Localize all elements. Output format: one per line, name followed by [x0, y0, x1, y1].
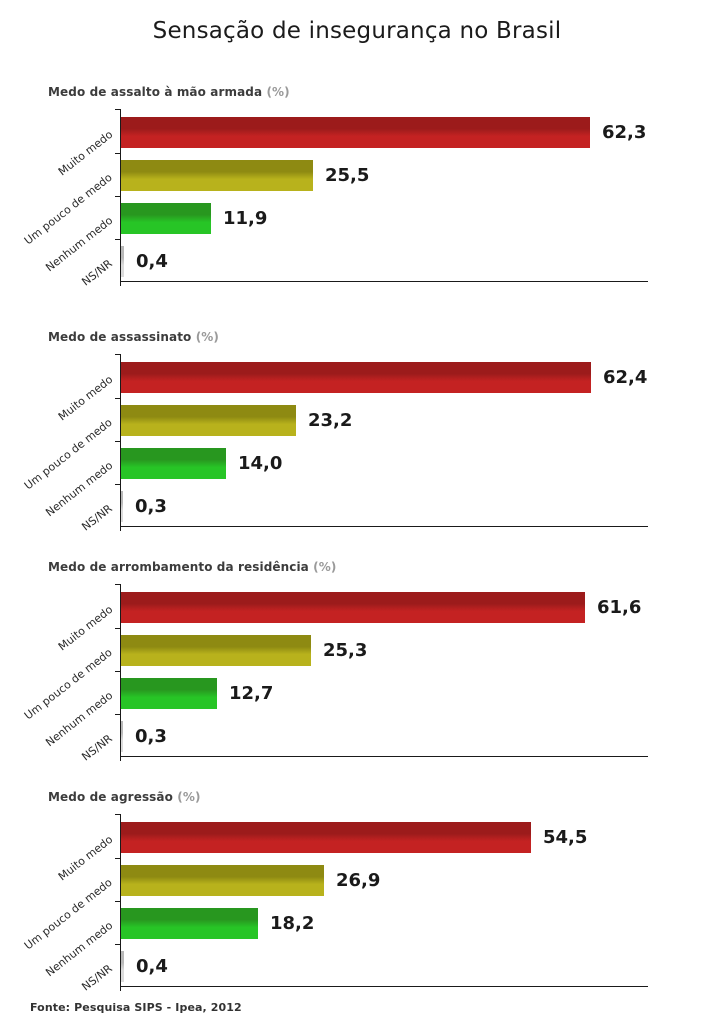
y-axis-tick [115, 858, 121, 859]
value-label: 25,3 [323, 640, 368, 661]
category-label: NS/NR [79, 256, 116, 289]
value-label: 26,9 [336, 870, 381, 891]
value-label: 11,9 [223, 208, 268, 229]
bar-um-pouco-de-medo [121, 405, 296, 436]
chart-title-text: Medo de arrombamento da residência [48, 560, 309, 574]
bar-nenhum-medo [121, 203, 211, 234]
value-label: 12,7 [229, 683, 274, 704]
plot-area: 62,3 Muito medo 25,5 Um pouco de medo 11,9 Ne… [22, 109, 648, 288]
category-label: Um pouco de medo [22, 875, 116, 952]
y-axis-tick [115, 584, 121, 585]
value-label: 14,0 [238, 453, 283, 474]
value-label: 62,4 [603, 367, 648, 388]
chart-title-unit: (%) [266, 85, 290, 99]
value-label: 18,2 [270, 913, 315, 934]
plot-area: 61,6 Muito medo 25,3 Um pouco de medo 12,7 Ne… [22, 584, 648, 763]
bar-muito-medo [121, 362, 591, 393]
category-label: Um pouco de medo [22, 645, 116, 722]
plot-area: 62,4 Muito medo 23,2 Um pouco de medo 14,0 Ne… [22, 354, 648, 533]
y-axis-tick [115, 671, 121, 672]
value-label: 0,4 [136, 251, 168, 272]
y-axis-tick [115, 814, 121, 815]
bar-nenhum-medo [121, 448, 226, 479]
value-label: 0,4 [136, 956, 168, 977]
chart-title-text: Medo de assassinato [48, 330, 192, 344]
bar-ns-nr [121, 246, 124, 277]
bar-ns-nr [121, 721, 123, 752]
value-label: 61,6 [597, 597, 642, 618]
chart-title: Medo de assassinato (%) [48, 330, 678, 344]
chart-title-unit: (%) [177, 790, 201, 804]
y-axis-tick [115, 354, 121, 355]
category-label: NS/NR [79, 961, 116, 994]
bar-muito-medo [121, 822, 531, 853]
bar-ns-nr [121, 491, 123, 522]
value-label: 0,3 [135, 726, 167, 747]
bar-muito-medo [121, 592, 585, 623]
y-axis-tick [115, 901, 121, 902]
y-axis-tick [115, 441, 121, 442]
chart-title: Medo de agressão (%) [48, 790, 678, 804]
value-label: 23,2 [308, 410, 353, 431]
page-title: Sensação de insegurança no Brasil [152, 18, 562, 44]
y-axis-tick [115, 628, 121, 629]
chart-title-text: Medo de assalto à mão armada [48, 85, 263, 99]
bar-um-pouco-de-medo [121, 160, 313, 191]
bar-chart-1: Medo de assalto à mão armada (%) 62,3 Muit… [22, 85, 678, 288]
y-axis-tick [115, 196, 121, 197]
bar-um-pouco-de-medo [121, 865, 324, 896]
bar-ns-nr [121, 951, 124, 982]
y-axis-tick [115, 398, 121, 399]
chart-title-unit: (%) [195, 330, 219, 344]
bar-nenhum-medo [121, 678, 217, 709]
value-label: 54,5 [543, 827, 588, 848]
chart-title-unit: (%) [313, 560, 337, 574]
y-axis-tick [115, 153, 121, 154]
bar-muito-medo [121, 117, 590, 148]
category-label: NS/NR [79, 501, 116, 534]
y-axis-tick [115, 944, 121, 945]
y-axis-tick [115, 484, 121, 485]
plot-area: 54,5 Muito medo 26,9 Um pouco de medo 18,2 Ne… [22, 814, 648, 993]
chart-title: Medo de assalto à mão armada (%) [48, 85, 678, 99]
y-axis-tick [115, 239, 121, 240]
bar-nenhum-medo [121, 908, 258, 939]
source-note: Fonte: Pesquisa SIPS - Ipea, 2012 [30, 1001, 242, 1014]
bar-um-pouco-de-medo [121, 635, 311, 666]
value-label: 25,5 [325, 165, 370, 186]
value-label: 0,3 [135, 496, 167, 517]
y-axis-tick [115, 714, 121, 715]
bar-chart-2: Medo de assassinato (%) 62,4 Muito medo 23,… [22, 330, 678, 533]
y-axis-tick [115, 109, 121, 110]
value-label: 62,3 [602, 122, 647, 143]
category-label: Um pouco de medo [22, 170, 116, 247]
chart-title: Medo de arrombamento da residência (%) [48, 560, 678, 574]
bar-chart-3: Medo de arrombamento da residência (%) 61… [22, 560, 678, 763]
chart-title-text: Medo de agressão [48, 790, 173, 804]
category-label: NS/NR [79, 731, 116, 764]
category-label: Um pouco de medo [22, 415, 116, 492]
bar-chart-4: Medo de agressão (%) 54,5 Muito medo 26,9 Um… [22, 790, 678, 993]
